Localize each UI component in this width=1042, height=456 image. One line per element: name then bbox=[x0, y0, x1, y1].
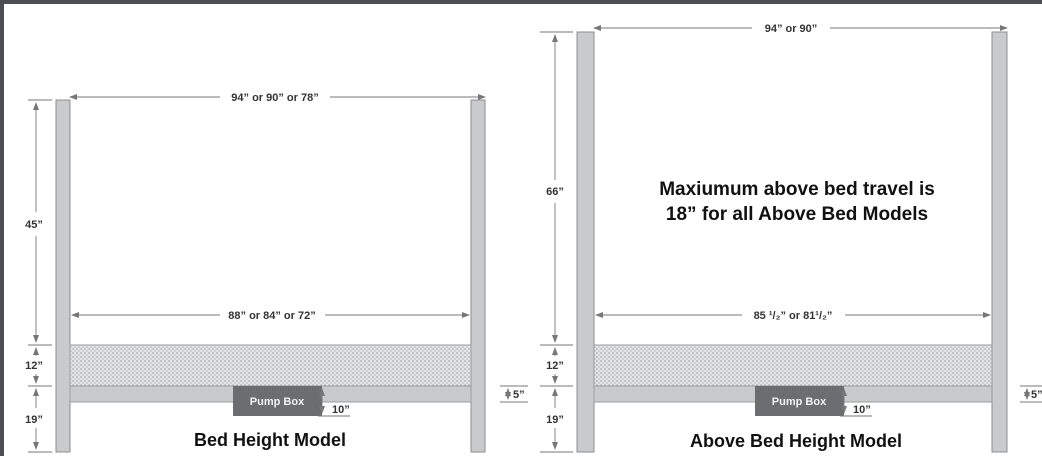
pump-clearance-label: 10” bbox=[332, 404, 350, 416]
base-height-label: 19” bbox=[25, 414, 43, 426]
post-height-label: 66” bbox=[546, 186, 564, 198]
right-post bbox=[991, 31, 1008, 453]
travel-note-line2: 18” for all Above Bed Models bbox=[666, 204, 928, 225]
travel-note-line1: Maxiumum above bed travel is bbox=[659, 179, 935, 200]
inner-width-label: 85 ¹/₂” or 81¹/₂” bbox=[754, 310, 833, 322]
pump-box-label: Pump Box bbox=[772, 396, 827, 408]
pump-box bbox=[755, 386, 844, 416]
top-width-label: 94” or 90” bbox=[765, 23, 818, 35]
mattress-height-label: 12” bbox=[546, 360, 564, 372]
top-width-label: 94” or 90” or 78” bbox=[231, 92, 318, 104]
pump-box bbox=[233, 386, 322, 416]
above-bed-height-model: Pump Box 94” or 90” 85 ¹/₂” or 81¹/₂” Ma… bbox=[540, 23, 1042, 453]
mattress bbox=[69, 344, 472, 387]
side-offset-label: 5” bbox=[513, 389, 525, 401]
diagram-title: Above Bed Height Model bbox=[690, 431, 902, 451]
left-post bbox=[55, 99, 71, 453]
mattress bbox=[593, 344, 993, 387]
mattress-height-label: 12” bbox=[25, 360, 43, 372]
bed-height-model: Pump Box 94” or 90” or 78” 88” or 84” or… bbox=[25, 92, 528, 453]
side-offset-label: 5” bbox=[1031, 389, 1042, 401]
inner-width-label: 88” or 84” or 72” bbox=[228, 310, 315, 322]
right-post bbox=[470, 99, 486, 453]
diagram-title: Bed Height Model bbox=[194, 430, 346, 450]
post-height-label: 45” bbox=[25, 219, 43, 231]
left-post bbox=[576, 31, 595, 453]
base-height-label: 19” bbox=[546, 414, 564, 426]
pump-clearance-label: 10” bbox=[853, 404, 871, 416]
pump-box-label: Pump Box bbox=[250, 396, 305, 408]
